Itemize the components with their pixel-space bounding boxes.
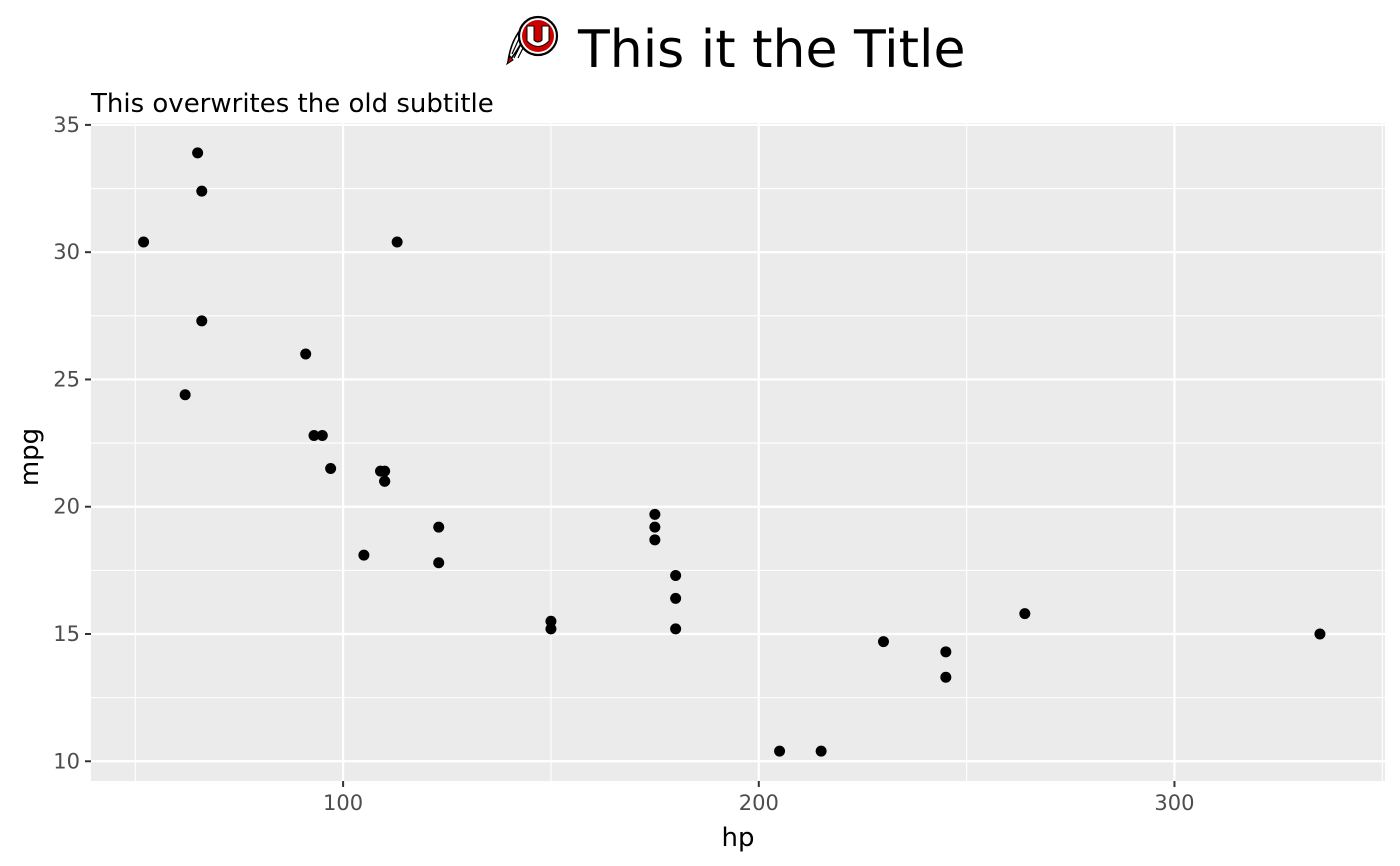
y-tick-label: 35 bbox=[53, 113, 80, 137]
x-tick-label: 100 bbox=[323, 791, 363, 815]
x-tick-label: 300 bbox=[1154, 791, 1194, 815]
logo-u-letter bbox=[526, 25, 550, 47]
data-point bbox=[877, 636, 889, 648]
data-point bbox=[649, 534, 661, 546]
data-point bbox=[670, 592, 682, 604]
data-point bbox=[433, 521, 445, 533]
chart-header: This it the Title This overwrites the ol… bbox=[90, 15, 965, 119]
x-axis-label: hp bbox=[722, 823, 755, 853]
data-point bbox=[325, 463, 337, 475]
data-point bbox=[545, 623, 557, 635]
data-point bbox=[774, 745, 786, 757]
data-point bbox=[179, 389, 191, 401]
y-axis-label: mpg bbox=[15, 428, 45, 486]
data-point bbox=[940, 646, 952, 658]
data-point bbox=[815, 745, 827, 757]
data-point bbox=[138, 236, 150, 248]
data-point bbox=[1019, 608, 1031, 620]
data-point bbox=[670, 569, 682, 581]
y-axis: 10 15 20 25 30 35 bbox=[53, 113, 91, 773]
data-point bbox=[192, 147, 204, 159]
y-tick-label: 25 bbox=[53, 367, 80, 391]
y-tick-label: 30 bbox=[53, 240, 80, 264]
data-point bbox=[940, 671, 952, 683]
x-axis: 100 200 300 bbox=[323, 781, 1195, 815]
y-tick-label: 10 bbox=[53, 749, 80, 773]
plot-panel bbox=[91, 123, 1385, 781]
grid-lines bbox=[91, 123, 1385, 781]
data-point bbox=[649, 508, 661, 520]
data-point bbox=[375, 465, 387, 477]
data-point bbox=[545, 615, 557, 627]
x-tick-label: 200 bbox=[739, 791, 779, 815]
data-point bbox=[358, 549, 370, 561]
data-point bbox=[196, 315, 208, 327]
y-tick-label: 20 bbox=[53, 495, 80, 519]
data-points bbox=[138, 147, 1326, 757]
data-point bbox=[391, 236, 403, 248]
data-point bbox=[433, 557, 445, 569]
chart-title: This it the Title bbox=[577, 20, 965, 80]
university-logo bbox=[505, 15, 559, 66]
data-point bbox=[300, 348, 312, 360]
data-point bbox=[379, 475, 391, 487]
data-point bbox=[196, 185, 208, 197]
data-point bbox=[670, 623, 682, 635]
data-point bbox=[308, 429, 320, 441]
chart-subtitle: This overwrites the old subtitle bbox=[90, 89, 494, 119]
data-point bbox=[316, 429, 328, 441]
data-point bbox=[649, 521, 661, 533]
data-point bbox=[1314, 628, 1326, 640]
y-tick-label: 15 bbox=[53, 622, 80, 646]
